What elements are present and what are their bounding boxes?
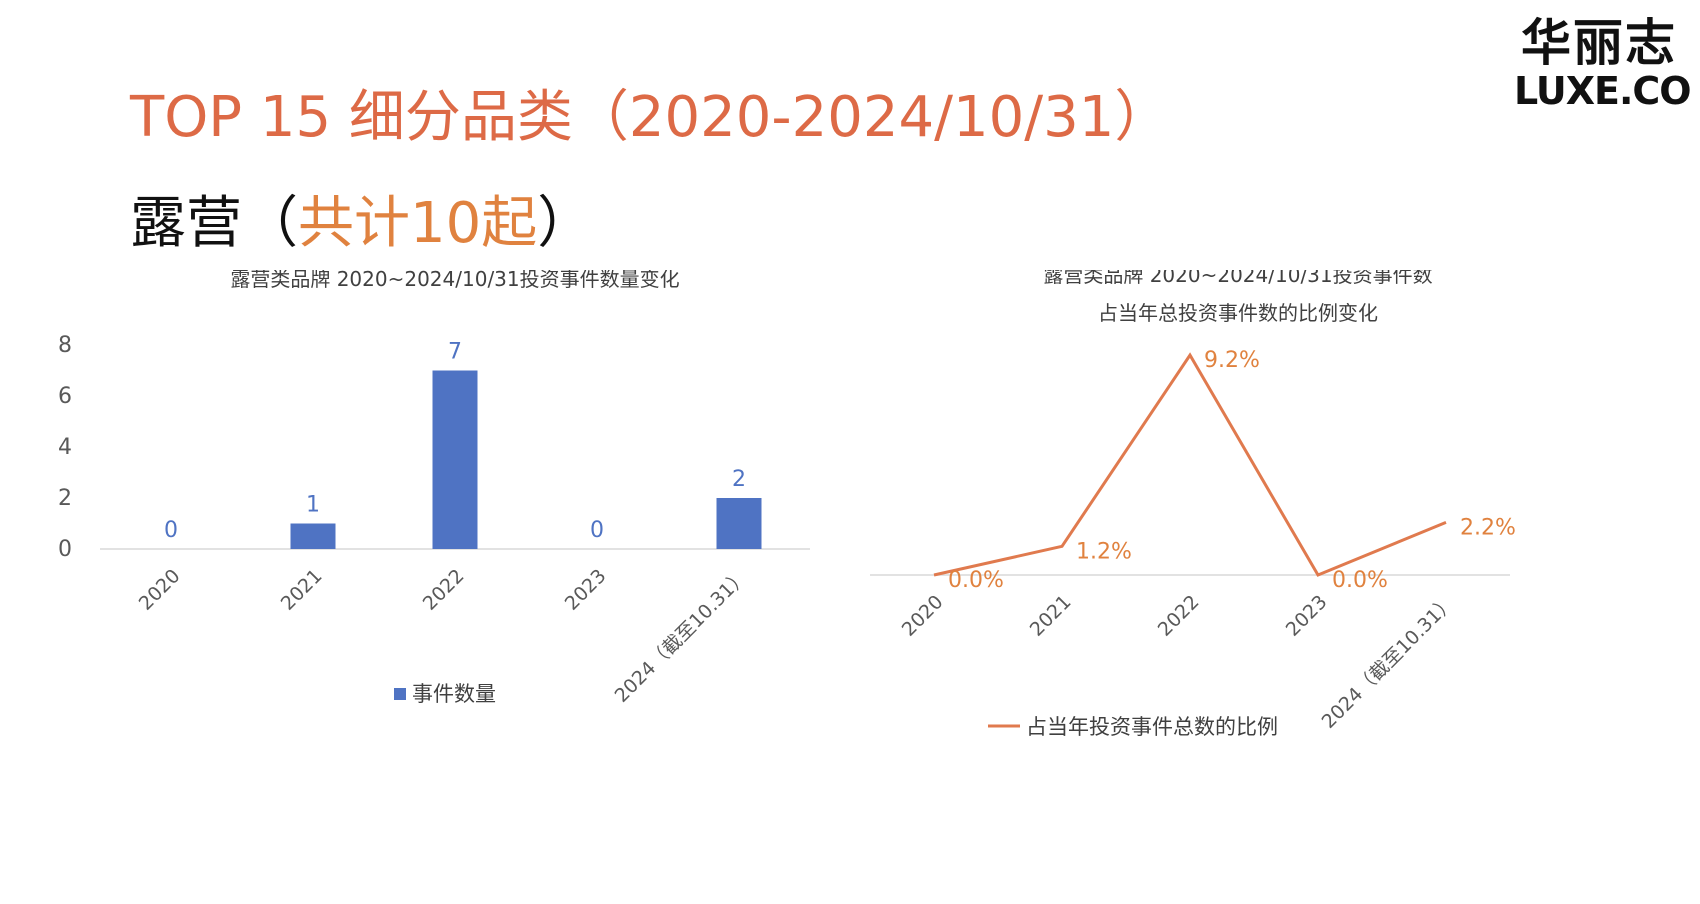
subtitle-prefix: 露营（ [130, 191, 298, 256]
bar-data-label: 1 [306, 493, 320, 518]
bar-chart-svg: 露营类品牌 2020~2024/10/31投资事件数量变化 0 2 4 6 8 0 1 7 0 2 2… [58, 267, 810, 707]
bar-chart: 露营类品牌 2020~2024/10/31投资事件数量变化 0 2 4 6 8 0 1 7 0 2 2… [40, 267, 840, 790]
logo-english: LUXE.CO [1514, 69, 1692, 113]
bar-mark [290, 523, 336, 549]
line-legend-label: 占当年投资事件总数的比例 [1026, 715, 1278, 739]
line-chart: 露营类品牌 2020~2024/10/31投资事件数占当年总投资事件数的比例变化… [797, 263, 1660, 830]
bar-data-label: 0 [590, 518, 604, 543]
bar-data-label: 7 [448, 340, 462, 365]
bar-y-tick-label: 4 [58, 435, 72, 460]
bar-legend: 事件数量 [394, 682, 496, 706]
bar-x-tick-label: 2022 [419, 565, 469, 615]
line-chart-title-line1: 露营类品牌 2020~2024/10/31投资事件数 [1043, 270, 1432, 287]
bar-x-tick-label: 2024（截至10.31） [611, 565, 753, 707]
line-data-label: 1.2% [1076, 539, 1132, 564]
line-x-tick-label: 2020 [898, 591, 948, 641]
bar-chart-title: 露营类品牌 2020~2024/10/31投资事件数量变化 [230, 270, 679, 291]
line-data-label: 2.2% [1460, 515, 1516, 540]
line-chart-title-line2: 占当年总投资事件数的比例变化 [1098, 301, 1378, 325]
bar-x-tick-label: 2020 [135, 565, 185, 615]
bar-legend-label: 事件数量 [412, 682, 496, 706]
bar-x-tick-label: 2023 [561, 565, 611, 615]
bar-data-label: 0 [164, 518, 178, 543]
line-series [933, 352, 1447, 577]
line-x-tick-label: 2021 [1026, 591, 1076, 641]
bar-data-label: 2 [732, 467, 746, 492]
subtitle-highlight: 共计10起 [298, 191, 538, 256]
line-data-label: 0.0% [1332, 568, 1388, 593]
bar-y-tick-label: 2 [58, 486, 72, 511]
logo-chinese: 华丽志 [1521, 14, 1677, 72]
line-data-label: 0.0% [948, 568, 1004, 593]
line-legend: 占当年投资事件总数的比例 [988, 715, 1278, 739]
line-x-tick-label: 2022 [1154, 591, 1204, 641]
slide-subtitle: 露营（共计10起） [130, 178, 593, 259]
slide-title: TOP 15 细分品类（2020-2024/10/31） [130, 85, 1171, 150]
line-data-label: 9.2% [1204, 348, 1260, 373]
bar-y-tick-label: 6 [58, 384, 72, 409]
bar-y-tick-label: 8 [58, 333, 72, 358]
bar-legend-swatch [394, 688, 406, 700]
subtitle-suffix: ） [537, 191, 594, 256]
line-x-tick-label: 2023 [1282, 591, 1332, 641]
bar-x-tick-label: 2021 [277, 565, 327, 615]
line-x-tick-label: 2024（截至10.31） [1318, 591, 1460, 733]
luxeco-logo: 华丽志 LUXE.CO [1514, 14, 1692, 113]
bar-y-tick-label: 0 [58, 537, 72, 562]
line-chart-svg: 露营类品牌 2020~2024/10/31投资事件数占当年总投资事件数的比例变化… [797, 263, 1516, 739]
bar-mark [432, 370, 478, 549]
bar-mark [716, 498, 762, 549]
